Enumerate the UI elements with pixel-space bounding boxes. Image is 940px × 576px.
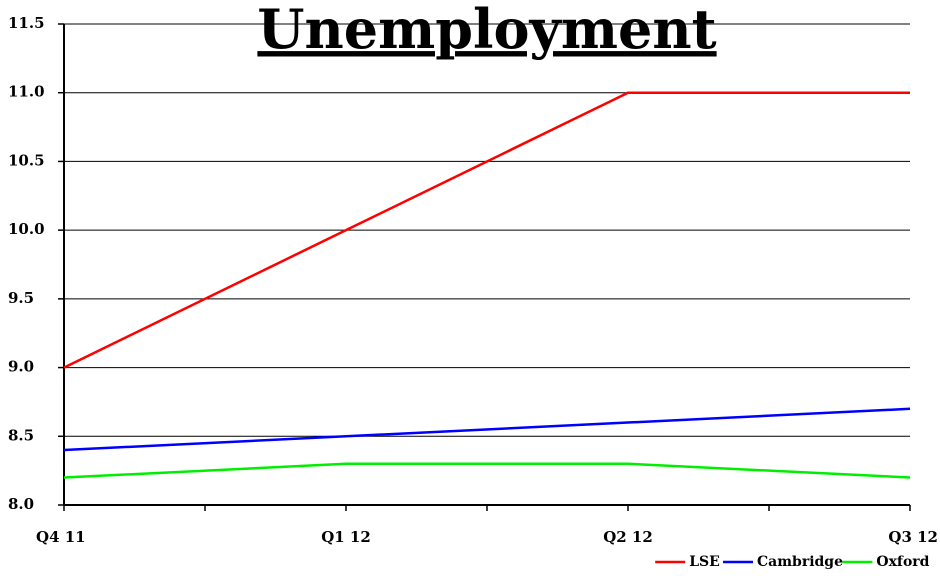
series-line bbox=[63, 407, 911, 452]
legend-label: Oxford bbox=[876, 554, 929, 570]
x-tick-label: Q4 11 bbox=[36, 528, 86, 546]
x-tick-label: Q1 12 bbox=[321, 528, 371, 546]
series-line bbox=[63, 91, 910, 369]
legend-label: LSE bbox=[689, 554, 720, 570]
legend-label: Cambridge bbox=[757, 554, 843, 570]
x-tick-label: Q3 12 bbox=[888, 528, 938, 546]
y-tick-label: 10.5 bbox=[8, 151, 45, 169]
y-tick-label: 11.5 bbox=[8, 14, 45, 32]
series-line bbox=[63, 462, 911, 479]
y-tick-label: 10.0 bbox=[8, 220, 45, 238]
y-tick-label: 9.0 bbox=[8, 358, 34, 376]
y-tick-label: 8.0 bbox=[8, 495, 34, 513]
y-tick-label: 9.5 bbox=[8, 289, 34, 307]
chart-title: Unemployment bbox=[257, 0, 716, 61]
y-tick-label: 11.0 bbox=[8, 83, 45, 101]
y-tick-label: 8.5 bbox=[8, 426, 34, 444]
x-tick-label: Q2 12 bbox=[603, 528, 653, 546]
